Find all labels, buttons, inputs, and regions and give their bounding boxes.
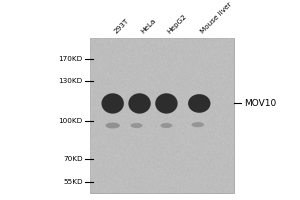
Text: HepG2: HepG2 (167, 13, 188, 35)
Ellipse shape (191, 122, 204, 127)
Ellipse shape (160, 123, 172, 128)
Ellipse shape (188, 94, 211, 113)
Bar (90, 38, 234, 193)
Text: Mouse liver: Mouse liver (199, 1, 233, 35)
Text: 293T: 293T (113, 18, 130, 35)
Ellipse shape (128, 93, 151, 114)
Text: 100KD: 100KD (58, 118, 83, 124)
Ellipse shape (155, 93, 178, 114)
Text: 130KD: 130KD (58, 78, 83, 84)
Ellipse shape (101, 93, 124, 114)
Text: MOV10: MOV10 (244, 99, 276, 108)
Ellipse shape (130, 123, 142, 128)
Text: HeLa: HeLa (140, 18, 157, 35)
Ellipse shape (106, 123, 120, 128)
Text: 55KD: 55KD (63, 179, 83, 185)
Text: 170KD: 170KD (58, 56, 83, 62)
Text: 70KD: 70KD (63, 156, 83, 162)
